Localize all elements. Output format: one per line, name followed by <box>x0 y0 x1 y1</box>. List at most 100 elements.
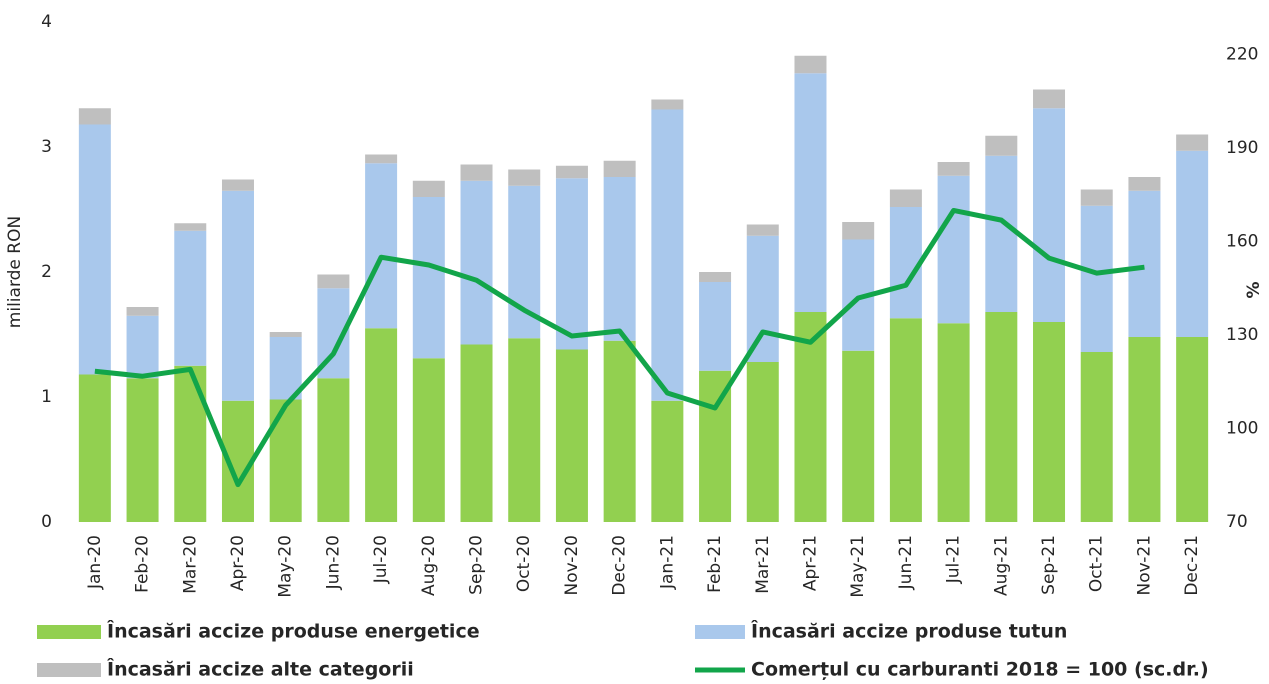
bar-segment <box>269 337 302 400</box>
bar-segment <box>603 160 636 177</box>
bar-segment <box>699 282 732 371</box>
x-tick-label: Mar-20 <box>180 535 200 594</box>
bar-segment <box>1033 322 1066 522</box>
bar-segment <box>1176 337 1209 522</box>
bar-segment <box>317 274 350 289</box>
bar-segment <box>365 163 398 329</box>
y-tick-label: 1 <box>41 387 52 407</box>
bar-segment <box>174 365 207 522</box>
y2-tick-label: 220 <box>1226 45 1258 65</box>
x-tick-label: Nov-20 <box>562 535 582 596</box>
x-tick-label: Oct-20 <box>514 535 534 592</box>
x-tick-label: Aug-20 <box>419 535 439 596</box>
bar-segment <box>174 230 207 366</box>
x-tick-label: Jun-20 <box>323 535 343 590</box>
x-tick-label: Dec-21 <box>1182 535 1202 596</box>
bar-segment <box>412 180 445 197</box>
x-tick-label: Feb-21 <box>705 535 725 593</box>
bar-segment <box>842 222 875 240</box>
x-tick-label: Jul-21 <box>944 535 964 584</box>
legend-swatch <box>37 663 101 677</box>
x-tick-label: Jan-21 <box>657 535 677 590</box>
y2-tick-label: 100 <box>1226 419 1258 439</box>
bar-segment <box>1128 190 1161 337</box>
bar-segment <box>937 323 970 522</box>
bar-segment <box>985 312 1018 522</box>
bar-segment <box>937 175 970 324</box>
bar-segment <box>1080 352 1113 522</box>
bar-segment <box>603 340 636 522</box>
y2-tick-label: 190 <box>1226 138 1258 158</box>
bar-segment <box>460 344 493 522</box>
bar-segment <box>889 207 922 319</box>
x-tick-label: Apr-20 <box>228 535 248 591</box>
bar-segment <box>842 350 875 522</box>
bar-segment <box>699 370 732 522</box>
bar-segment <box>269 332 302 337</box>
bar-segment <box>221 190 254 401</box>
y2-tick-label: 70 <box>1226 512 1248 532</box>
bar-segment <box>78 108 111 125</box>
x-tick-label: Feb-20 <box>133 535 153 593</box>
x-tick-label: Jan-20 <box>85 535 105 590</box>
x-tick-label: May-21 <box>848 535 868 598</box>
bar-segment <box>126 378 159 522</box>
x-tick-label: Sep-20 <box>467 535 487 595</box>
legend-swatch <box>37 625 101 639</box>
bar-segment <box>1128 337 1161 522</box>
bar-segment <box>794 55 827 74</box>
legend-label: Încasări accize produse tutun <box>751 620 1067 643</box>
bar-segment <box>1176 134 1209 151</box>
legend-swatch <box>695 625 745 639</box>
x-tick-label: Jun-21 <box>896 535 916 590</box>
bar-segment <box>126 315 159 379</box>
y-tick-label: 4 <box>41 12 52 32</box>
bar-segment <box>508 169 541 186</box>
y2-axis-label: % <box>1244 281 1264 298</box>
bar-segment <box>1176 150 1209 337</box>
bar-segment <box>794 73 827 312</box>
bar-segment <box>365 328 398 522</box>
bar-segment <box>412 197 445 359</box>
bar-segment <box>555 178 588 350</box>
bar-segment <box>555 349 588 522</box>
y-tick-label: 3 <box>41 137 52 157</box>
bar-segment <box>603 177 636 341</box>
bar-segment <box>174 223 207 231</box>
x-tick-label: Dec-20 <box>610 535 630 596</box>
bar-segment <box>221 179 254 191</box>
bar-segment <box>126 307 159 316</box>
bar-segment <box>365 154 398 164</box>
bar-segment <box>651 400 684 522</box>
x-tick-label: Mar-21 <box>753 535 773 594</box>
x-tick-label: May-20 <box>276 535 296 598</box>
x-tick-label: Nov-21 <box>1134 535 1154 596</box>
bar-segment <box>794 312 827 522</box>
y-tick-label: 2 <box>41 262 52 282</box>
bar-segment <box>78 374 111 522</box>
bar-segment <box>78 124 111 375</box>
bar-segment <box>746 224 779 236</box>
bar-segment <box>555 165 588 179</box>
legend-label: Încasări accize produse energetice <box>107 620 480 643</box>
y2-tick-label: 160 <box>1226 232 1258 252</box>
x-tick-label: Apr-21 <box>800 535 820 591</box>
bar-segment <box>317 378 350 522</box>
legend-label: Încasări accize alte categorii <box>107 658 414 681</box>
bar-segment <box>889 189 922 207</box>
bar-segment <box>460 164 493 181</box>
bar-segment <box>269 399 302 522</box>
bar-segment <box>460 180 493 345</box>
bar-segment <box>746 362 779 522</box>
y-axis-label: miliarde RON <box>5 216 25 328</box>
bar-segment <box>746 235 779 362</box>
line <box>94 207 1145 488</box>
x-tick-label: Jul-20 <box>371 535 391 584</box>
bar-segment <box>1033 108 1066 322</box>
x-tick-label: Oct-21 <box>1087 535 1107 592</box>
bar-segment <box>1033 89 1066 109</box>
bar-segment <box>508 338 541 522</box>
bar-segment <box>889 318 922 522</box>
bar-segment <box>651 99 684 110</box>
